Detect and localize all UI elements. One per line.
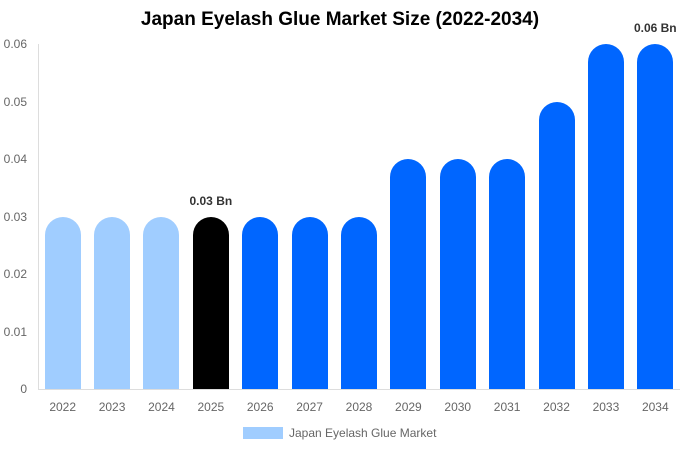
y-tick-label: 0.01 [3, 324, 27, 339]
x-tick-label: 2031 [493, 400, 521, 414]
x-tick-label: 2024 [148, 400, 175, 414]
x-tick-label: 2028 [345, 400, 373, 414]
y-tick-label: 0.02 [3, 267, 27, 281]
x-tick-label: 2034 [641, 400, 669, 414]
y-tick-label: 0 [20, 382, 27, 396]
bar-2026[interactable] [242, 216, 279, 389]
bar-2034[interactable] [637, 44, 674, 389]
bar-2025[interactable] [192, 216, 229, 389]
bar-2028[interactable] [341, 216, 377, 389]
x-tick-label: 2030 [444, 400, 472, 414]
y-axis-line [38, 44, 39, 390]
bar-2024[interactable] [143, 216, 180, 389]
x-tick-label: 2029 [395, 400, 422, 414]
x-tick-label: 2032 [543, 400, 570, 414]
bar-2032[interactable] [538, 101, 575, 389]
x-tick-label: 2026 [246, 400, 274, 414]
bar-2030[interactable] [439, 159, 476, 389]
bar-2027[interactable] [291, 216, 328, 389]
legend-swatch [243, 427, 283, 439]
bar-2033[interactable] [587, 44, 624, 389]
x-tick-label: 2023 [98, 400, 126, 414]
legend: Japan Eyelash Glue Market [243, 426, 436, 440]
data-label: 0.03 Bn [189, 193, 233, 208]
y-tick-label: 0.03 [3, 209, 27, 224]
data-label: 0.06 Bn [633, 21, 677, 35]
bar-2023[interactable] [94, 216, 131, 389]
bar-2022[interactable] [44, 216, 81, 389]
x-axis-line [38, 389, 680, 390]
x-tick-label: 2025 [197, 400, 225, 414]
legend-label: Japan Eyelash Glue Market [289, 426, 437, 440]
x-tick-label: 2033 [592, 400, 620, 414]
y-tick-label: 0.06 [3, 37, 27, 51]
bar-2029[interactable] [390, 159, 427, 389]
bar-2031[interactable] [489, 159, 526, 389]
chart-title: Japan Eyelash Glue Market Size (2022-203… [140, 9, 540, 30]
x-tick-label: 2022 [49, 400, 77, 414]
y-tick-label: 0.05 [3, 94, 27, 109]
y-tick-label: 0.04 [3, 152, 27, 166]
x-tick-label: 2027 [296, 400, 323, 414]
